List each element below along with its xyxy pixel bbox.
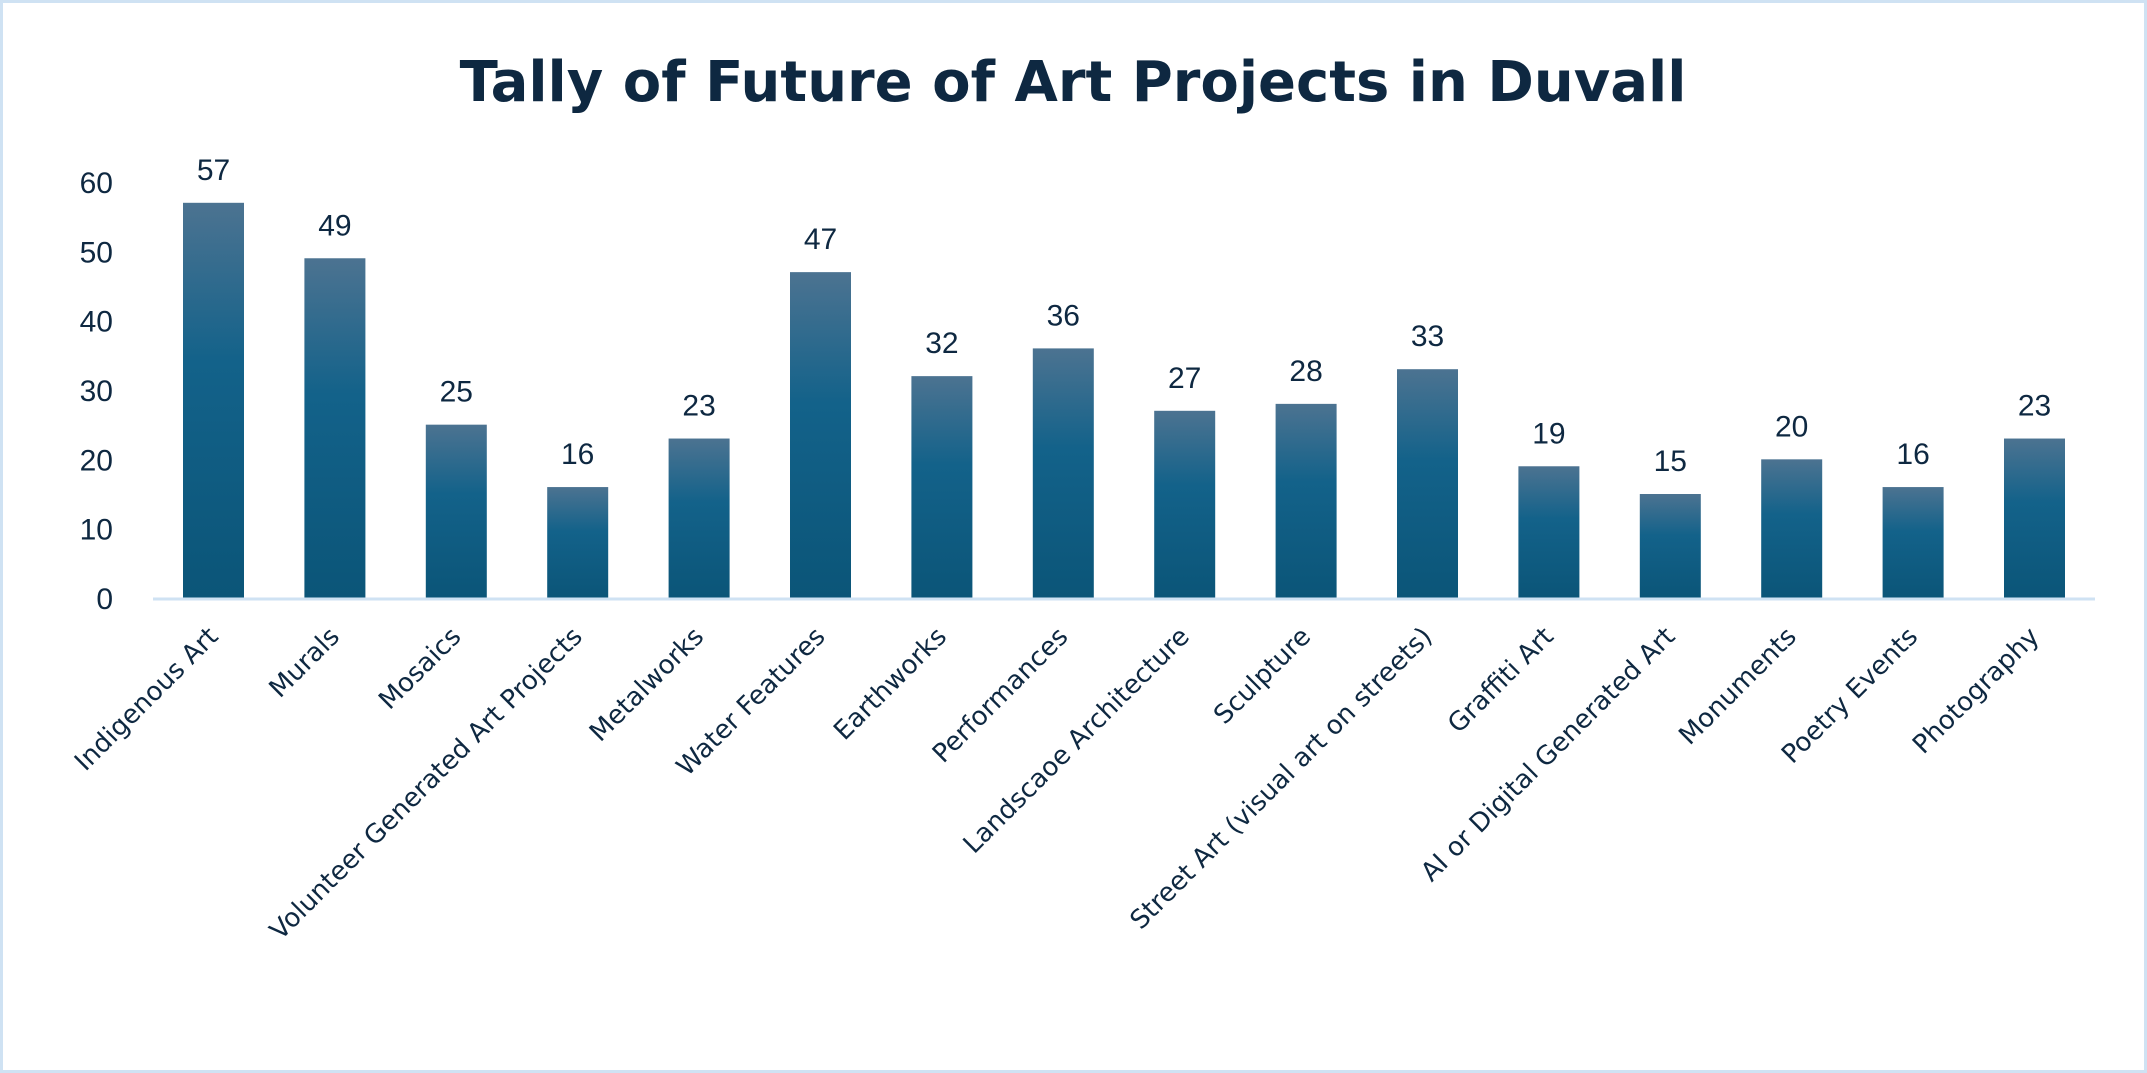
data-label: 20 [1775,410,1808,443]
bar [425,424,487,598]
x-category-label: Murals [264,622,346,704]
bar [1639,494,1701,598]
y-tick-label: 50 [80,236,113,269]
x-category-label: Indigenous Art [69,622,224,777]
bar [1275,403,1337,598]
data-label: 25 [440,376,473,409]
x-category-label: Metalworks [584,622,710,748]
bar [1518,466,1580,598]
x-category-label: Mosaics [373,622,467,716]
x-category-label: Sculpture [1208,622,1317,731]
x-category-label: Landscaoe Architecture [958,622,1196,860]
bar [1032,348,1094,598]
data-label: 49 [318,209,351,242]
bar [547,487,609,598]
data-label: 28 [1289,355,1322,388]
bar [1154,410,1216,598]
x-category-label: AI or Digital Generated Art [1415,622,1681,888]
data-label: 32 [925,327,958,360]
data-label: 23 [2018,390,2051,423]
bar [2004,438,2065,598]
data-label: 33 [1411,320,1444,353]
data-label: 16 [561,438,594,471]
bar [911,376,973,598]
bar [304,258,366,598]
y-tick-label: 30 [80,375,113,408]
data-label: 16 [1896,438,1929,471]
y-tick-label: 20 [80,444,113,477]
bar [790,272,851,598]
data-label: 15 [1654,445,1687,478]
x-category-label: Graffiti Art [1442,622,1560,740]
chart-title: Tally of Future of Art Projects in Duval… [460,50,1687,115]
data-label: 36 [1047,299,1080,332]
data-label: 23 [682,390,715,423]
bar [1397,369,1458,598]
bar [183,202,244,599]
data-label: 57 [197,154,230,187]
bar [668,438,730,598]
bar [1882,487,1944,598]
x-category-label: Monuments [1673,622,1802,751]
y-tick-label: 40 [80,306,113,339]
x-category-label: Photography [1907,622,2045,760]
y-tick-label: 0 [96,583,113,616]
data-label: 47 [804,223,837,256]
data-label: 27 [1168,362,1201,395]
x-category-label: Earthworks [828,622,953,747]
y-tick-label: 10 [80,514,113,547]
bar [1761,459,1823,598]
data-label: 19 [1532,417,1565,450]
y-tick-label: 60 [80,167,113,200]
